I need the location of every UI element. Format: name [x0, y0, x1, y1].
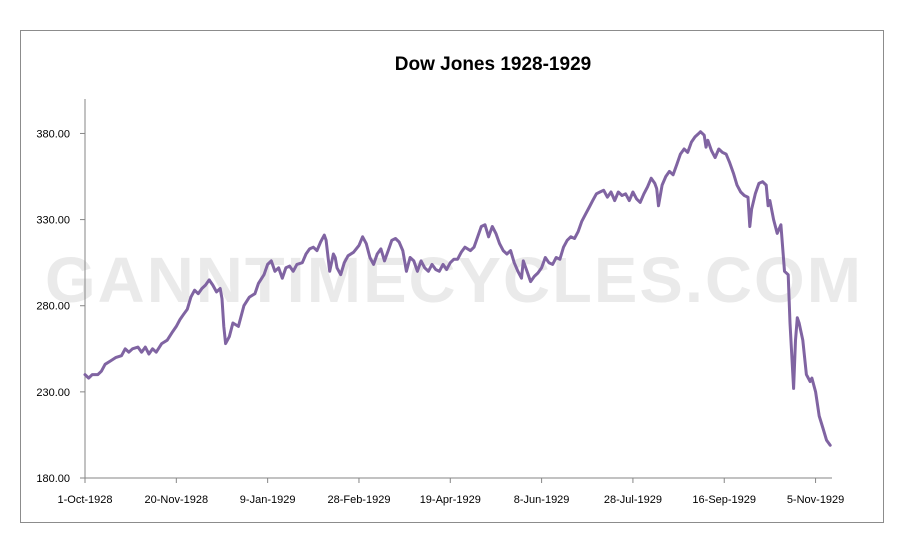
chart-title: Dow Jones 1928-1929	[395, 54, 591, 75]
chart-frame	[20, 30, 884, 523]
x-tick-label: 8-Jun-1929	[514, 494, 570, 506]
y-tick-label: 230.00	[36, 387, 70, 399]
y-tick-label: 380.00	[36, 128, 70, 140]
x-tick-label: 16-Sep-1929	[692, 494, 756, 506]
series-line-0	[83, 130, 832, 447]
watermark: GANNTIMECYCLES.COM	[45, 244, 863, 316]
y-tick-label: 330.00	[36, 215, 70, 227]
x-tick-label: 9-Jan-1929	[240, 494, 296, 506]
y-tick-label: 180.00	[36, 473, 70, 485]
axes: 180.00 230.00 280.00 330.00 380.00 1-Oct-1928…	[36, 99, 844, 506]
y-tick-label: 280.00	[36, 301, 70, 313]
x-tick-label: 1-Oct-1928	[57, 494, 112, 506]
series-layer	[83, 130, 832, 447]
x-tick-label: 28-Jul-1929	[604, 494, 662, 506]
x-tick-label: 5-Nov-1929	[787, 494, 844, 506]
x-tick-label: 20-Nov-1928	[145, 494, 209, 506]
x-tick-label: 19-Apr-1929	[420, 494, 481, 506]
x-tick-label: 28-Feb-1929	[327, 494, 390, 506]
